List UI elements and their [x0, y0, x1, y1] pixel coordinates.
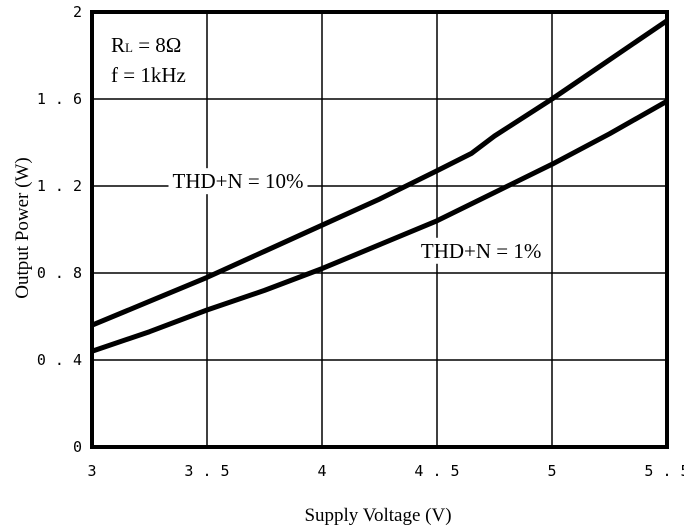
- y-tick-label: 0 . 8: [37, 264, 82, 282]
- series-label-thd-1: THD+N = 1%: [421, 239, 542, 263]
- rl-symbol: R: [111, 33, 125, 57]
- x-tick-label: 5 . 5: [644, 462, 684, 480]
- x-tick-label: 3: [87, 462, 96, 480]
- rl-value: = 8Ω: [133, 33, 181, 57]
- series-labels: THD+N = 10% THD+N = 1%: [168, 168, 546, 264]
- y-tick-label: 1 . 6: [37, 90, 82, 108]
- y-tick-label: 2: [73, 3, 82, 21]
- series-label-thd-10: THD+N = 10%: [173, 169, 304, 193]
- x-tick-label: 4 . 5: [414, 462, 459, 480]
- x-tick-label: 3 . 5: [184, 462, 229, 480]
- series-label-background: [168, 168, 308, 195]
- y-tick-labels: 0 0 . 4 0 . 8 1 . 2 1 . 6 2: [37, 3, 82, 456]
- series-line-thd-1: [91, 99, 669, 354]
- series-label-background: [416, 237, 546, 264]
- x-tick-label: 4: [317, 462, 326, 480]
- load-resistance-annotation: RL = 8Ω: [111, 33, 181, 57]
- y-axis-title: Output Power (W): [12, 157, 33, 298]
- y-tick-label: 1 . 2: [37, 177, 82, 195]
- y-tick-label: 0: [73, 438, 82, 456]
- rl-subscript: L: [125, 40, 133, 55]
- x-tick-labels: 3 3 . 5 4 4 . 5 5 5 . 5: [87, 462, 684, 480]
- x-tick-label: 5: [547, 462, 556, 480]
- series-lines: [91, 18, 669, 354]
- series-line-thd-10: [91, 18, 669, 328]
- plot-frame: [90, 10, 669, 449]
- y-tick-label: 0 . 4: [37, 351, 82, 369]
- x-axis-title: Supply Voltage (V): [304, 505, 451, 526]
- frequency-annotation: f = 1kHz: [111, 63, 186, 87]
